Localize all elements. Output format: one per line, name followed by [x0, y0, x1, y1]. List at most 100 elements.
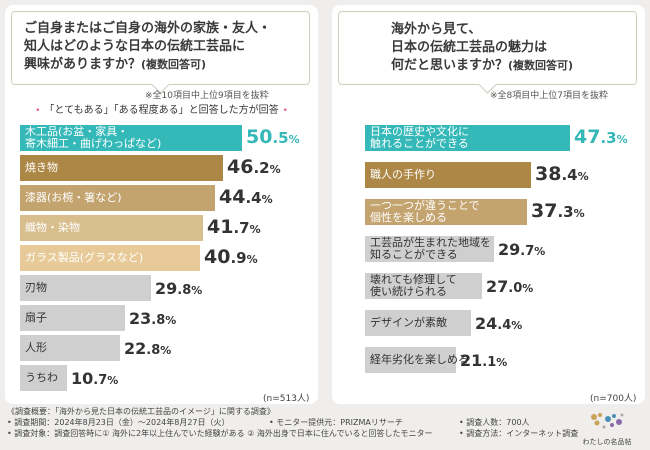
chart-bar [20, 335, 120, 361]
right-panel: 海外から見て、 日本の伝統工芸品の魅力は 何だと思いますか？(複数回答可) ※全… [332, 5, 645, 404]
bar-value: 27.0% [486, 277, 534, 296]
value-integer: 46 [227, 156, 254, 178]
logo-text: わたしの名品帖 [582, 438, 632, 446]
sample-size: (n=513人) [263, 394, 310, 404]
excerpt-note: ※全10項目中上位9項目を抜粋 [145, 91, 269, 101]
bar-value: 46.2% [227, 158, 281, 177]
value-integer: 29 [155, 279, 178, 298]
bar-label: 木工品(お盆・家具・ 寄木細工・曲げわっぱなど) [25, 125, 162, 150]
bar-label: 職人の手作り [370, 168, 436, 181]
survey-footer: 《調査概要：「海外から見た日本の伝統工芸品のイメージ」に関する調査》 • 調査期… [7, 406, 578, 439]
brand-logo: わたしの名品帖 [572, 407, 642, 447]
value-unit: % [160, 344, 172, 357]
value-decimal: .1 [482, 355, 497, 370]
chart-bar [365, 310, 471, 336]
bar-label: 経年劣化を楽しめる [370, 353, 469, 366]
bar-label: 焼き物 [25, 161, 58, 174]
value-integer: 24 [475, 314, 498, 333]
value-integer: 22 [124, 339, 147, 358]
bar-value: 40.9% [204, 248, 258, 267]
survey-method: • 調査方法：インターネット調査 [459, 429, 579, 438]
value-unit: % [522, 282, 534, 295]
bar-value: 47.3% [574, 128, 628, 147]
value-decimal: .4 [497, 318, 512, 333]
left-panel: ご自身またはご自身の海外の家族・友人・ 知人はどのような日本の伝統工芸品に 興味… [5, 5, 318, 404]
bar-label: 刃物 [25, 281, 47, 294]
chart-bar [20, 125, 242, 151]
value-unit: % [616, 133, 628, 146]
bar-value: 22.8% [124, 339, 172, 358]
value-decimal: .8 [146, 343, 161, 358]
survey-monitor: • モニター提供元：PRIZMAリサーチ [269, 418, 403, 427]
survey-period: • 調査期間：2024年8月23日（金）～2024年8月27日（火） [7, 418, 230, 427]
bar-value: 38.4% [535, 165, 589, 184]
value-decimal: .4 [561, 166, 578, 184]
bar-label: 織物・染物 [25, 221, 80, 234]
value-unit: % [165, 314, 177, 327]
bar-value: 41.7% [207, 218, 261, 237]
question-title: ご自身またはご自身の海外の家族・友人・ 知人はどのような日本の伝統工芸品に 興味… [24, 20, 271, 74]
bar-label: 壊れても修理して 使い続けられる [370, 273, 457, 298]
bar-value: 29.8% [155, 279, 202, 298]
survey-respondents: • 調査人数：700人 [459, 418, 530, 427]
subtitle-text: 「とてもある」「ある程度ある」と回答した方が回答 [44, 105, 279, 116]
chart-bar [20, 155, 223, 181]
question-box: 海外から見て、 日本の伝統工芸品の魅力は 何だと思いますか？(複数回答可) [338, 11, 637, 85]
question-box: ご自身またはご自身の海外の家族・友人・ 知人はどのような日本の伝統工芸品に 興味… [11, 11, 310, 85]
question-title: 海外から見て、 日本の伝統工芸品の魅力は 何だと思いますか？(複数回答可) [391, 21, 573, 75]
chart-bar [365, 273, 482, 299]
value-unit: % [496, 356, 508, 369]
value-unit: % [107, 374, 119, 387]
value-decimal: .5 [272, 129, 289, 147]
bar-value: 21.1% [460, 353, 508, 370]
bar-value: 10.7% [71, 369, 119, 388]
value-decimal: .7 [520, 244, 535, 259]
bar-value: 23.8% [129, 309, 177, 328]
value-decimal: .7 [233, 219, 250, 237]
value-unit: % [534, 245, 546, 258]
chart-subtitle: • 「とてもある」「ある程度ある」と回答した方が回答 • [35, 105, 288, 116]
value-integer: 47 [574, 126, 601, 148]
value-decimal: .3 [557, 203, 574, 221]
logo-icon [591, 413, 624, 429]
value-integer: 23 [129, 309, 152, 328]
bar-value: 24.4% [475, 314, 523, 333]
bar-label: 一つ一つが違うことで 個性を楽しめる [370, 199, 480, 224]
bar-label: 日本の歴史や文化に 触れることができる [370, 125, 469, 150]
chart-bar [365, 347, 456, 373]
question-suffix: (複数回答可) [508, 59, 574, 72]
chart-bar [365, 199, 527, 225]
value-decimal: .2 [253, 159, 270, 177]
value-integer: 37 [531, 200, 558, 222]
bar-label: ガラス製品(グラスなど) [25, 251, 144, 264]
survey-target: • 調査対象：調査回答時に① 海外に2年以上住んでいた経験がある ② 海外出身で… [7, 429, 433, 438]
bar-label: 工芸品が生まれた地域を 知ることができる [370, 236, 491, 261]
value-unit: % [249, 223, 261, 236]
value-unit: % [511, 319, 523, 332]
bar-label: 人形 [25, 341, 47, 354]
bar-label: うちわ [25, 371, 58, 384]
value-decimal: .3 [600, 129, 617, 147]
question-text: 海外から見て、 日本の伝統工芸品の魅力は 何だと思いますか？ [391, 22, 548, 73]
value-integer: 29 [498, 240, 521, 259]
chart-bar [365, 162, 531, 188]
value-unit: % [246, 253, 258, 266]
chart-bar [365, 236, 494, 262]
value-integer: 50 [246, 126, 273, 148]
value-integer: 44 [219, 186, 246, 208]
chart-bar [20, 215, 203, 241]
value-unit: % [261, 193, 273, 206]
value-decimal: .9 [230, 249, 247, 267]
value-decimal: .8 [177, 283, 192, 298]
bar-value: 37.3% [531, 202, 585, 221]
survey-title: 《調査概要：「海外から見た日本の伝統工芸品のイメージ」に関する調査》 [7, 407, 275, 416]
value-unit: % [573, 207, 585, 220]
value-unit: % [577, 170, 589, 183]
value-integer: 27 [486, 277, 509, 296]
value-integer: 41 [207, 216, 234, 238]
question-text: ご自身またはご自身の海外の家族・友人・ 知人はどのような日本の伝統工芸品に 興味… [24, 21, 272, 72]
bar-value: 44.4% [219, 188, 273, 207]
bar-value: 29.7% [498, 240, 546, 259]
value-integer: 10 [71, 369, 94, 388]
sample-size: (n=700人) [590, 394, 637, 404]
